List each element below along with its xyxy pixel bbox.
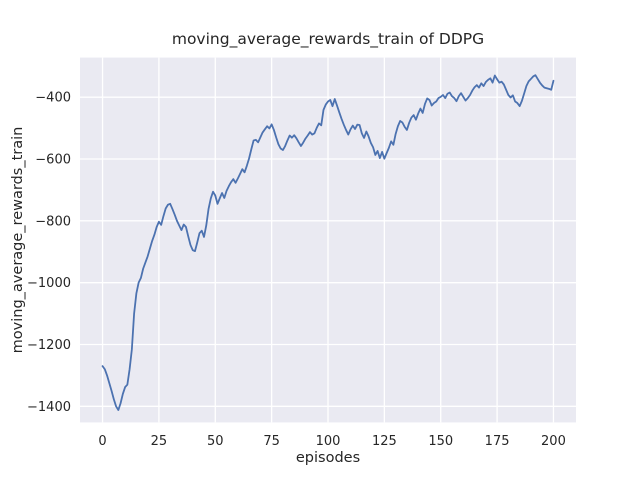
y-tick-label: −1000 [27,276,71,291]
x-tick-label: 175 [485,434,510,449]
y-tick-label: −1200 [27,338,71,353]
x-tick-label: 100 [316,434,341,449]
y-axis-label: moving_average_rewards_train [10,127,26,354]
data-line [101,74,555,411]
y-tick-label: −600 [35,153,71,168]
y-tick-label: −800 [35,214,71,229]
x-tick-label: 200 [541,434,566,449]
grid-lines [80,57,576,423]
x-tick-label: 25 [151,434,168,449]
x-tick-labels: 0 25 50 75 100 125 150 175 200 [98,434,565,449]
y-tick-labels: −400 −600 −800 −1000 −1200 −1400 [27,91,71,415]
x-tick-label: 0 [98,434,106,449]
x-tick-label: 75 [263,434,280,449]
x-tick-label: 50 [207,434,224,449]
x-tick-label: 150 [428,434,453,449]
y-tick-label: −1400 [27,400,71,415]
x-tick-label: 125 [372,434,397,449]
chart-title: moving_average_rewards_train of DDPG [172,30,484,49]
y-tick-label: −400 [35,91,71,106]
x-axis-label: episodes [296,450,360,466]
data-series [101,74,555,411]
